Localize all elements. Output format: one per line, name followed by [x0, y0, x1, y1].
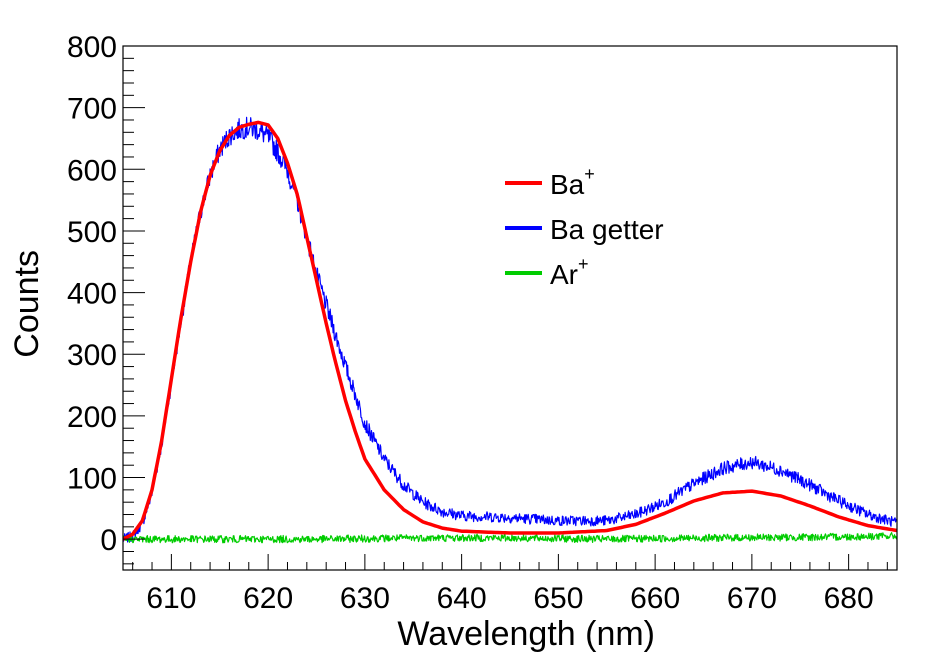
y-tick-label: 600 [67, 154, 117, 187]
y-tick-label: 100 [67, 463, 117, 496]
x-tick-label: 610 [146, 582, 196, 615]
x-tick-label: 660 [630, 582, 680, 615]
legend-label-text: Ar [550, 259, 578, 290]
x-tick-label: 650 [533, 582, 583, 615]
y-tick-label: 400 [67, 278, 117, 311]
legend-label-text: Ba [550, 169, 585, 200]
x-tick-label: 680 [824, 582, 874, 615]
y-tick-label: 200 [67, 401, 117, 434]
legend-label-superscript: + [584, 164, 595, 184]
legend-label-text: Ba getter [550, 214, 664, 245]
tick-labels-layer: 610 620 630 640 650 660 670 680 0 100 200 300 400 500… [67, 31, 874, 615]
legend-label-superscript: + [578, 254, 589, 274]
series-line-ar-plus [123, 532, 897, 544]
legend-label-ba-plus: Ba+ [550, 164, 595, 200]
series-layer [123, 116, 897, 544]
x-tick-label: 630 [340, 582, 390, 615]
legend-label-ar-plus: Ar+ [550, 254, 589, 290]
x-tick-label: 620 [243, 582, 293, 615]
series-line-ba-getter [123, 116, 897, 543]
series-line-ba-plus [123, 120, 897, 541]
x-axis-title: Wavelength (nm) [397, 615, 655, 653]
y-tick-label: 700 [67, 93, 117, 126]
y-axis-title: Counts [8, 250, 46, 358]
y-tick-label: 300 [67, 339, 117, 372]
y-tick-label: 800 [67, 31, 117, 64]
ticks-layer [123, 45, 888, 570]
y-tick-label: 0 [100, 524, 117, 557]
legend-label-ba-getter: Ba getter [550, 214, 664, 245]
y-tick-label: 500 [67, 216, 117, 249]
x-tick-label: 640 [437, 582, 487, 615]
x-tick-label: 670 [727, 582, 777, 615]
plot-frame [122, 45, 898, 571]
